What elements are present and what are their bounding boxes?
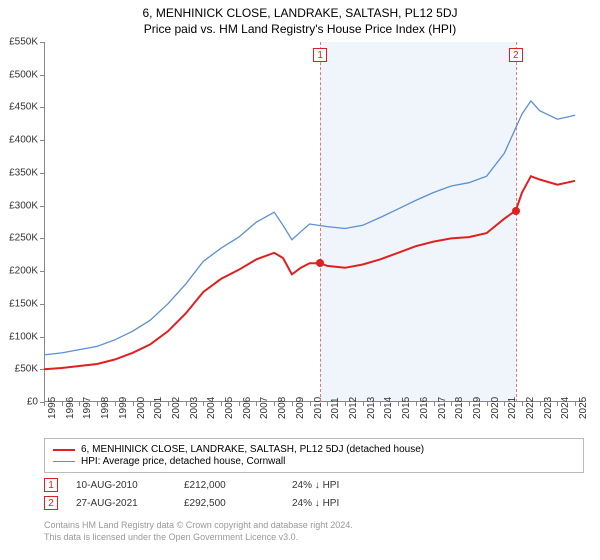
x-axis-label: 2011 bbox=[330, 397, 341, 419]
x-axis-label: 2025 bbox=[578, 397, 589, 419]
x-axis-label: 1995 bbox=[47, 397, 58, 419]
chart-subtitle: Price paid vs. HM Land Registry's House … bbox=[0, 22, 600, 36]
x-axis-label: 2022 bbox=[525, 397, 536, 419]
x-axis-label: 2004 bbox=[206, 397, 217, 419]
footer-line: This data is licensed under the Open Gov… bbox=[44, 532, 353, 544]
x-axis-label: 2000 bbox=[136, 397, 147, 419]
title-block: 6, MENHINICK CLOSE, LANDRAKE, SALTASH, P… bbox=[0, 0, 600, 36]
chart-lines bbox=[44, 42, 584, 402]
y-axis-label: £100K bbox=[9, 331, 38, 342]
row-price: £292,500 bbox=[184, 498, 274, 509]
x-axis-label: 2020 bbox=[490, 397, 501, 419]
x-axis-label: 1999 bbox=[118, 397, 129, 419]
y-axis-label: £50K bbox=[15, 364, 38, 375]
y-axis-label: £250K bbox=[9, 233, 38, 244]
x-axis-label: 1997 bbox=[82, 397, 93, 419]
legend-swatch bbox=[53, 449, 75, 451]
row-change: 24% ↓ HPI bbox=[292, 480, 382, 491]
x-axis-label: 2018 bbox=[454, 397, 465, 419]
x-axis-label: 1998 bbox=[100, 397, 111, 419]
x-axis-label: 2012 bbox=[348, 397, 359, 419]
x-axis-label: 2007 bbox=[259, 397, 270, 419]
transaction-vline bbox=[320, 42, 321, 402]
series-hpi bbox=[44, 101, 575, 355]
x-axis-label: 2005 bbox=[224, 397, 235, 419]
x-axis-label: 2002 bbox=[171, 397, 182, 419]
legend-row: 6, MENHINICK CLOSE, LANDRAKE, SALTASH, P… bbox=[53, 444, 575, 455]
y-axis-label: £400K bbox=[9, 135, 38, 146]
x-axis-label: 2023 bbox=[543, 397, 554, 419]
plot-area: £0£50K£100K£150K£200K£250K£300K£350K£400… bbox=[44, 42, 584, 402]
table-row: 1 10-AUG-2010 £212,000 24% ↓ HPI bbox=[44, 478, 382, 492]
transaction-table: 1 10-AUG-2010 £212,000 24% ↓ HPI 2 27-AU… bbox=[44, 478, 382, 514]
legend-swatch bbox=[53, 461, 75, 462]
row-badge: 2 bbox=[44, 496, 58, 510]
x-axis-label: 2001 bbox=[153, 397, 164, 419]
x-axis-label: 2013 bbox=[366, 397, 377, 419]
row-badge: 1 bbox=[44, 478, 58, 492]
x-axis-label: 2010 bbox=[313, 397, 324, 419]
y-axis-label: £300K bbox=[9, 200, 38, 211]
row-date: 27-AUG-2021 bbox=[76, 498, 166, 509]
legend-label: HPI: Average price, detached house, Corn… bbox=[81, 456, 285, 467]
y-axis-label: £350K bbox=[9, 167, 38, 178]
y-axis-label: £450K bbox=[9, 102, 38, 113]
y-axis-label: £200K bbox=[9, 266, 38, 277]
transaction-badge: 2 bbox=[509, 48, 523, 62]
table-row: 2 27-AUG-2021 £292,500 24% ↓ HPI bbox=[44, 496, 382, 510]
footer: Contains HM Land Registry data © Crown c… bbox=[44, 520, 353, 543]
y-axis-label: £550K bbox=[9, 37, 38, 48]
x-axis-label: 2019 bbox=[472, 397, 483, 419]
transaction-marker bbox=[512, 207, 520, 215]
x-axis-label: 2008 bbox=[277, 397, 288, 419]
x-axis-label: 2014 bbox=[383, 397, 394, 419]
row-date: 10-AUG-2010 bbox=[76, 480, 166, 491]
transaction-vline bbox=[516, 42, 517, 402]
transaction-marker bbox=[316, 259, 324, 267]
legend: 6, MENHINICK CLOSE, LANDRAKE, SALTASH, P… bbox=[44, 438, 584, 473]
legend-row: HPI: Average price, detached house, Corn… bbox=[53, 456, 575, 467]
chart-title: 6, MENHINICK CLOSE, LANDRAKE, SALTASH, P… bbox=[0, 6, 600, 20]
legend-label: 6, MENHINICK CLOSE, LANDRAKE, SALTASH, P… bbox=[81, 444, 424, 455]
x-axis-label: 2003 bbox=[189, 397, 200, 419]
y-axis-label: £0 bbox=[27, 397, 38, 408]
x-axis-label: 2024 bbox=[560, 397, 571, 419]
row-price: £212,000 bbox=[184, 480, 274, 491]
transaction-badge: 1 bbox=[313, 48, 327, 62]
x-axis-label: 2006 bbox=[242, 397, 253, 419]
y-axis-label: £150K bbox=[9, 298, 38, 309]
row-change: 24% ↓ HPI bbox=[292, 498, 382, 509]
y-axis-label: £500K bbox=[9, 69, 38, 80]
series-property bbox=[44, 176, 575, 369]
x-axis-label: 1996 bbox=[65, 397, 76, 419]
chart-container: 6, MENHINICK CLOSE, LANDRAKE, SALTASH, P… bbox=[0, 0, 600, 560]
x-axis-label: 2009 bbox=[295, 397, 306, 419]
x-axis-label: 2015 bbox=[401, 397, 412, 419]
footer-line: Contains HM Land Registry data © Crown c… bbox=[44, 520, 353, 532]
x-axis-label: 2016 bbox=[419, 397, 430, 419]
x-axis-label: 2017 bbox=[437, 397, 448, 419]
